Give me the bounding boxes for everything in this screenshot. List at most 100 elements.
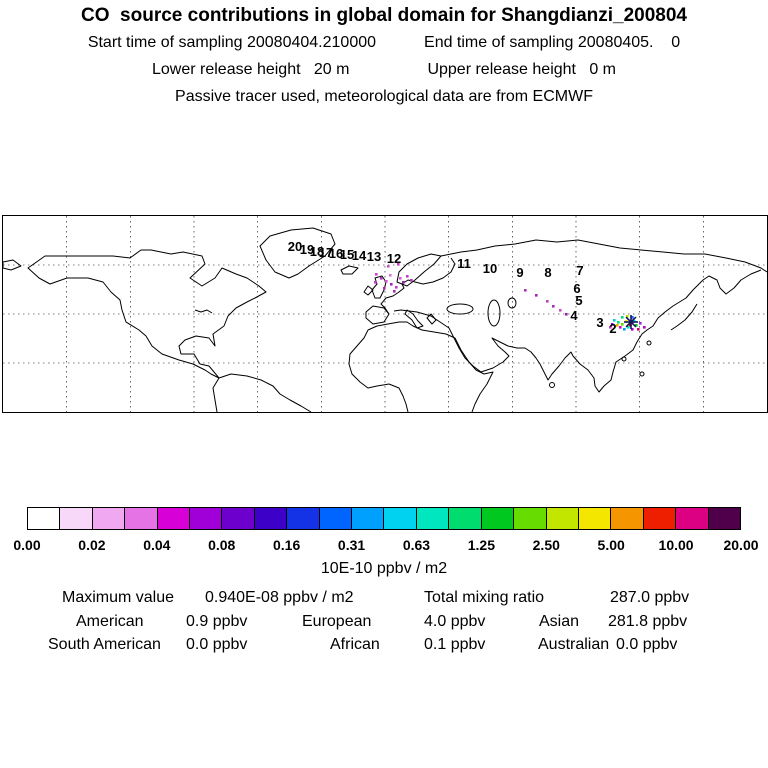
trajectory-day-label: 3	[596, 315, 603, 330]
stats-text: 0.1 ppbv	[424, 636, 486, 653]
stats-text: 0.0 ppbv	[616, 636, 678, 653]
trajectory-day-label: 12	[387, 251, 401, 266]
map-gridlines	[3, 216, 767, 412]
colorbar-tick-label: 0.02	[78, 537, 106, 553]
colorbar-segment	[28, 508, 61, 529]
stats-text: 287.0 ppbv	[610, 589, 690, 606]
trajectory-day-label: 17	[319, 245, 333, 260]
colorbar-tick-label: 0.31	[337, 537, 366, 553]
trajectory-day-label: 14	[352, 248, 367, 263]
world-map: 20 19 18 17 16 15 14 13 12 11 10 9 8 7 6 5 4 3 2	[2, 215, 768, 413]
contribution-pixel	[621, 323, 624, 326]
contribution-pixel	[535, 294, 538, 297]
trajectory-day-label: 4	[570, 308, 578, 323]
trajectory-day-label: 18	[310, 244, 324, 259]
colorbar-unit-label: 10E-10 ppbv / m2	[320, 560, 448, 577]
contribution-pixel	[639, 322, 642, 325]
stats-text: Total mixing ratio	[424, 589, 545, 606]
contribution-pixel	[375, 273, 378, 276]
contribution-pixel	[385, 280, 388, 283]
stats-row-regions-2: South American 0.0 ppbv African 0.1 ppbv Aus…	[0, 636, 768, 656]
trajectory-day-label: 8	[544, 265, 551, 280]
colorbar-segment	[319, 508, 353, 529]
trajectory-day-label: 6	[573, 281, 580, 296]
stats-text: African	[330, 636, 380, 653]
contribution-pixel	[626, 315, 629, 318]
colorbar-segment	[352, 508, 385, 529]
stats-text: 281.8 ppbv	[608, 613, 688, 630]
receptor-star-marker	[624, 315, 638, 329]
stats-text: 4.0 ppbv	[424, 613, 486, 630]
stats-text: Maximum value	[62, 589, 175, 606]
trajectory-day-label: 9	[516, 265, 523, 280]
colorbar-segment	[578, 508, 612, 529]
contribution-pixels	[374, 263, 646, 331]
trajectory-day-label: 13	[367, 249, 381, 264]
colorbar	[27, 507, 741, 530]
trajectory-day-label: 2	[609, 321, 616, 336]
contribution-pixel	[399, 277, 402, 280]
colorbar-tick-label: 0.04	[143, 537, 171, 553]
colorbar-segment	[546, 508, 579, 529]
colorbar-segment	[676, 508, 709, 529]
contribution-pixel	[631, 328, 634, 331]
trajectory-day-label: 16	[329, 246, 343, 261]
stats-text: 0.0 ppbv	[186, 636, 248, 653]
contribution-pixel	[565, 313, 568, 316]
contribution-pixel	[613, 319, 616, 322]
contribution-pixel	[643, 326, 646, 329]
trajectory-day-label: 7	[576, 263, 583, 278]
release-height-line: Lower release height 20 m Upper release …	[0, 61, 768, 79]
contribution-pixel	[627, 326, 630, 329]
colorbar-segment	[125, 508, 158, 529]
colorbar-segment	[611, 508, 644, 529]
contribution-pixel	[397, 263, 400, 266]
colorbar-segment	[384, 508, 417, 529]
contribution-pixel	[390, 283, 393, 286]
contribution-pixel	[546, 300, 549, 303]
colorbar-tick-label: 0.16	[273, 537, 301, 553]
colorbar-segment	[254, 508, 288, 529]
stats-text: American	[76, 613, 144, 630]
contribution-pixel	[611, 323, 614, 326]
stats-text: Australian	[538, 636, 610, 653]
contribution-pixel	[406, 275, 409, 278]
contribution-pixel	[387, 265, 390, 268]
contribution-pixel	[637, 328, 640, 331]
colorbar-tick-label: 10.00	[658, 537, 694, 553]
colorbar-segment	[643, 508, 677, 529]
contribution-pixel	[619, 326, 622, 329]
lower-release-height-text: Lower release height 20 m	[152, 61, 350, 78]
colorbar-segment	[222, 508, 255, 529]
colorbar-segment	[481, 508, 515, 529]
stats-text: 0.940E-08 ppbv / m2	[205, 589, 354, 606]
contribution-pixel	[623, 328, 626, 331]
stats-text: Asian	[539, 613, 580, 630]
contribution-pixel	[402, 281, 405, 284]
colorbar-tick-label: 0.08	[208, 537, 236, 553]
contribution-pixel	[383, 287, 386, 290]
colorbar-segment	[708, 508, 740, 529]
colorbar-segment	[157, 508, 191, 529]
stats-text: European	[302, 613, 372, 630]
start-time-text: Start time of sampling 20080404.210000	[87, 34, 377, 51]
contribution-pixel	[559, 309, 562, 312]
stats-row-regions-1: American 0.9 ppbv European 4.0 ppbv Asian 281…	[0, 613, 768, 633]
tracer-info-line: Passive tracer used, meteorological data…	[0, 88, 768, 106]
sampling-time-line: Start time of sampling 20080404.210000 E…	[0, 34, 768, 52]
contribution-pixel	[609, 326, 612, 329]
stats-text: South American	[48, 636, 161, 653]
trajectory-day-label: 15	[340, 247, 354, 262]
upper-release-height-text: Upper release height 0 m	[427, 61, 616, 78]
colorbar-tick-labels: 0.00 0.02 0.04 0.08 0.16 0.31 0.63 1.25 2.50 5.00…	[13, 537, 758, 555]
end-time-text: End time of sampling 20080405. 0	[424, 34, 681, 51]
colorbar-segment	[190, 508, 223, 529]
colorbar-segment	[514, 508, 547, 529]
colorbar-tick-label: 20.00	[723, 537, 759, 553]
colorbar-tick-label: 2.50	[532, 537, 560, 553]
contribution-pixel	[393, 290, 396, 293]
colorbar-segment	[60, 508, 93, 529]
